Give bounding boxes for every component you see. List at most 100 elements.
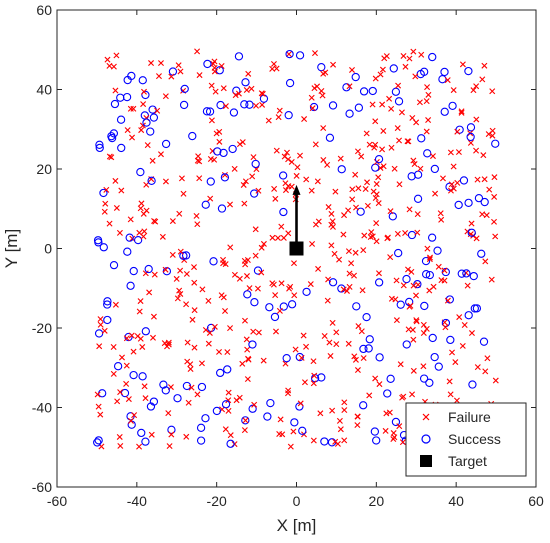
- failure-point: [387, 254, 394, 261]
- failure-point: [191, 264, 197, 271]
- failure-point: [205, 297, 212, 304]
- failure-point: [391, 165, 398, 172]
- y-tick-label: 20: [36, 161, 52, 177]
- failure-point: [283, 149, 290, 156]
- failure-point: [137, 205, 144, 212]
- failure-point: [131, 412, 138, 419]
- success-point: [250, 298, 259, 307]
- failure-point: [388, 105, 395, 112]
- failure-point: [157, 151, 164, 158]
- failure-point: [340, 286, 347, 293]
- heading-arrow-head: [292, 184, 301, 195]
- failure-point: [193, 212, 200, 219]
- failure-point: [311, 50, 318, 57]
- failure-point: [379, 101, 386, 108]
- failure-point: [125, 396, 132, 403]
- failure-point: [464, 282, 471, 289]
- success-point: [253, 266, 263, 275]
- failure-point: [269, 65, 276, 72]
- success-point: [375, 353, 384, 362]
- failure-point: [355, 323, 362, 330]
- success-point: [391, 417, 401, 427]
- failure-point: [117, 389, 124, 396]
- success-point: [217, 204, 227, 213]
- failure-point: [479, 211, 486, 218]
- failure-point: [222, 308, 229, 314]
- failure-point: [324, 297, 331, 304]
- failure-point: [241, 317, 248, 324]
- x-tick-label: 0: [293, 493, 301, 509]
- success-point: [216, 368, 225, 378]
- failure-point: [375, 174, 382, 181]
- failure-point: [282, 187, 289, 194]
- failure-point: [130, 105, 137, 112]
- success-point: [364, 344, 373, 353]
- success-point: [445, 182, 454, 191]
- failure-point: [243, 87, 250, 94]
- failure-point: [142, 270, 149, 277]
- failure-point: [136, 308, 143, 315]
- failure-point: [207, 195, 214, 202]
- failure-point: [410, 367, 417, 374]
- failure-point: [332, 438, 339, 445]
- failure-point: [396, 137, 403, 144]
- success-point: [389, 64, 398, 73]
- failure-point: [397, 361, 404, 368]
- failure-point: [394, 230, 401, 237]
- failure-point: [303, 343, 310, 350]
- success-point: [480, 197, 489, 207]
- failure-point: [178, 175, 185, 182]
- failure-point: [369, 101, 376, 108]
- failure-point: [177, 290, 184, 297]
- failure-point: [248, 85, 255, 92]
- failure-point: [450, 87, 457, 94]
- failure-point: [351, 353, 358, 360]
- success-point: [370, 427, 380, 436]
- failure-point: [309, 105, 316, 112]
- failure-point: [242, 261, 249, 268]
- failure-point: [390, 430, 397, 437]
- failure-point: [239, 139, 246, 146]
- failure-point: [353, 204, 359, 211]
- failure-point: [341, 407, 348, 414]
- success-point: [474, 194, 484, 203]
- failure-point: [112, 177, 119, 184]
- failure-point: [432, 190, 439, 197]
- failure-point: [297, 400, 304, 407]
- failure-point: [354, 148, 361, 155]
- failure-point: [101, 327, 108, 334]
- failure-point: [340, 231, 347, 238]
- success-point: [202, 107, 212, 116]
- failure-point: [141, 383, 148, 390]
- failure-point: [441, 267, 448, 274]
- failure-point: [489, 88, 496, 95]
- success-point: [197, 382, 207, 392]
- failure-point: [372, 141, 379, 148]
- failure-point: [429, 153, 436, 160]
- failure-point: [387, 208, 394, 215]
- failure-point: [413, 292, 419, 299]
- failure-point: [199, 286, 206, 293]
- failure-point: [449, 349, 456, 356]
- failure-point: [310, 380, 317, 387]
- failure-point: [414, 229, 421, 236]
- failure-point: [386, 95, 393, 102]
- failure-point: [194, 221, 201, 228]
- failure-point: [134, 333, 141, 340]
- failure-point: [136, 443, 143, 450]
- failure-point: [227, 201, 234, 208]
- failure-point: [232, 92, 239, 99]
- success-point: [113, 362, 123, 371]
- failure-point: [276, 431, 283, 438]
- success-point: [356, 207, 365, 216]
- failure-point: [467, 139, 474, 146]
- failure-point: [220, 260, 227, 267]
- failure-point: [183, 270, 190, 277]
- failure-point: [227, 325, 234, 332]
- success-point: [110, 99, 120, 109]
- success-point: [295, 352, 304, 362]
- failure-point: [231, 271, 238, 278]
- failure-point: [196, 72, 203, 79]
- failure-point: [489, 132, 496, 139]
- failure-point: [322, 69, 329, 76]
